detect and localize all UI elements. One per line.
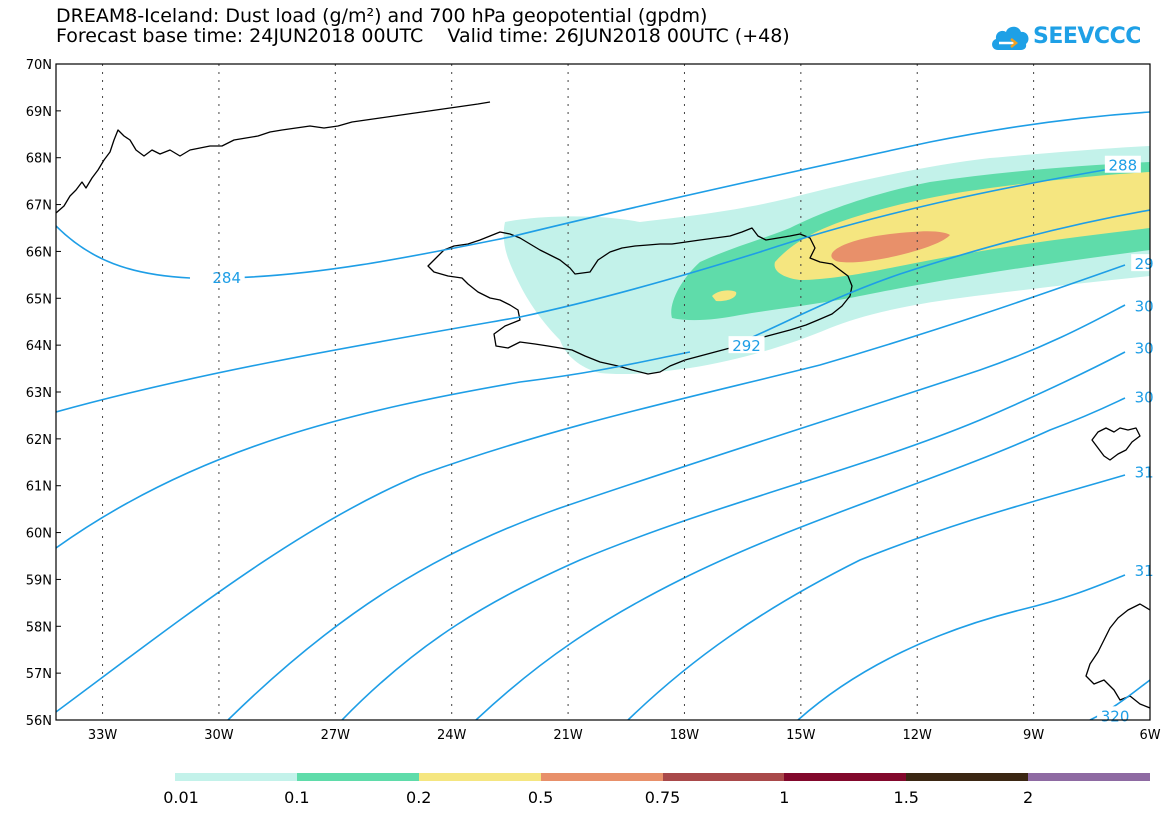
contour-label: 30 xyxy=(1135,339,1154,357)
contour-304 xyxy=(341,351,1126,720)
contour-label-bg xyxy=(208,268,245,286)
lat-label: 69N xyxy=(26,105,52,120)
colorbar-segment xyxy=(540,773,663,781)
seevccc-logo: SEEVCCC xyxy=(989,20,1141,56)
lat-label: 64N xyxy=(26,339,52,354)
lat-label: 63N xyxy=(26,386,52,401)
colorbar-segment xyxy=(418,773,541,781)
cloud-icon xyxy=(992,26,1029,50)
contour-label-bg xyxy=(728,336,765,354)
contour-312 xyxy=(627,474,1126,720)
lon-label: 15W xyxy=(786,728,816,743)
lon-label: 9W xyxy=(1023,728,1044,743)
lat-label: 65N xyxy=(26,292,52,307)
colorbar-segment xyxy=(662,773,785,781)
contour-288 xyxy=(56,168,1111,413)
contour-316 xyxy=(797,574,1126,720)
colorbar-label: 0.2 xyxy=(406,788,432,807)
axis-labels: 70N 69N 68N 67N 66N 65N 64N 63N 62N 61N 60N 59N 58N 5… xyxy=(26,58,1161,743)
contour-296 xyxy=(56,264,1126,713)
lat-label: 62N xyxy=(26,433,52,448)
geopotential-contours xyxy=(56,111,1150,720)
map-title: DREAM8-Iceland: Dust load (g/m²) and 700… xyxy=(56,5,708,27)
lat-label: 59N xyxy=(26,573,52,588)
lon-label: 30W xyxy=(204,728,234,743)
contour-label-bg xyxy=(1131,387,1158,405)
map-gridlines xyxy=(102,64,1035,720)
colorbar-segment xyxy=(784,773,907,781)
colorbar-label: 0.75 xyxy=(644,788,681,807)
lat-label: 58N xyxy=(26,620,52,635)
colorbar-label: 0.1 xyxy=(284,788,310,807)
contour-label-bg xyxy=(1131,254,1158,272)
lat-label: 57N xyxy=(26,667,52,682)
dust-load-colorbar xyxy=(175,773,1150,781)
lon-label: 24W xyxy=(437,728,467,743)
colorbar-segment xyxy=(175,773,297,781)
logo-text: SEEVCCC xyxy=(1033,24,1141,49)
colorbar-label: 0.01 xyxy=(163,788,199,807)
scotland-coast xyxy=(1085,603,1150,709)
colorbar-segment xyxy=(906,773,1029,781)
contour-labels: 284 288 292 29 30 30 30 31 31 320 xyxy=(208,155,1158,725)
lat-label: 66N xyxy=(26,245,52,260)
contour-300 xyxy=(227,304,1126,720)
contour-label-bg xyxy=(1131,296,1158,314)
lat-label: 68N xyxy=(26,152,52,167)
dust-contour-0.5 xyxy=(831,231,950,263)
lat-label: 60N xyxy=(26,527,52,542)
colorbar-label: 1.5 xyxy=(893,788,919,807)
contour-label-bg xyxy=(1131,561,1158,579)
lon-label: 21W xyxy=(553,728,583,743)
contour-label: 30 xyxy=(1135,297,1154,315)
lon-label: 6W xyxy=(1139,728,1160,743)
dust-load-shading xyxy=(503,146,1150,375)
contour-label: 30 xyxy=(1135,389,1154,407)
contour-label-bg xyxy=(1104,155,1141,173)
faroe-islands-coast xyxy=(1091,427,1141,461)
lat-label: 70N xyxy=(26,58,52,73)
contour-308 xyxy=(475,397,1126,720)
colorbar-segment xyxy=(1028,773,1150,781)
contour-label: 284 xyxy=(212,269,241,287)
lat-label: 61N xyxy=(26,480,52,495)
greenland-coast xyxy=(56,101,491,214)
colorbar-segment xyxy=(296,773,419,781)
lon-label: 18W xyxy=(670,728,700,743)
colorbar-label: 2 xyxy=(1023,788,1034,807)
contour-320 xyxy=(1089,679,1150,720)
contour-label-bg xyxy=(1131,338,1158,356)
lon-label: 33W xyxy=(88,728,118,743)
contour-label: 31 xyxy=(1135,562,1154,580)
lon-label: 27W xyxy=(321,728,351,743)
iceland-coast xyxy=(427,227,853,375)
contour-label-bg xyxy=(1131,462,1158,480)
colorbar-label: 1 xyxy=(779,788,790,807)
contour-292 xyxy=(56,209,1150,549)
contour-284 xyxy=(56,111,1150,279)
contour-label-bg xyxy=(1097,706,1134,724)
contour-label: 29 xyxy=(1135,255,1154,273)
lat-label: 67N xyxy=(26,199,52,214)
contour-label: 31 xyxy=(1135,464,1154,482)
contour-label: 292 xyxy=(732,337,761,355)
dust-contour-0.2-spot xyxy=(712,290,737,302)
map-subtitle-times: Forecast base time: 24JUN2018 00UTC Vali… xyxy=(56,25,790,47)
lon-label: 12W xyxy=(903,728,933,743)
contour-label: 320 xyxy=(1101,707,1130,725)
lat-label: 56N xyxy=(26,714,52,729)
contour-label: 288 xyxy=(1109,157,1138,175)
colorbar-label: 0.5 xyxy=(527,788,554,807)
